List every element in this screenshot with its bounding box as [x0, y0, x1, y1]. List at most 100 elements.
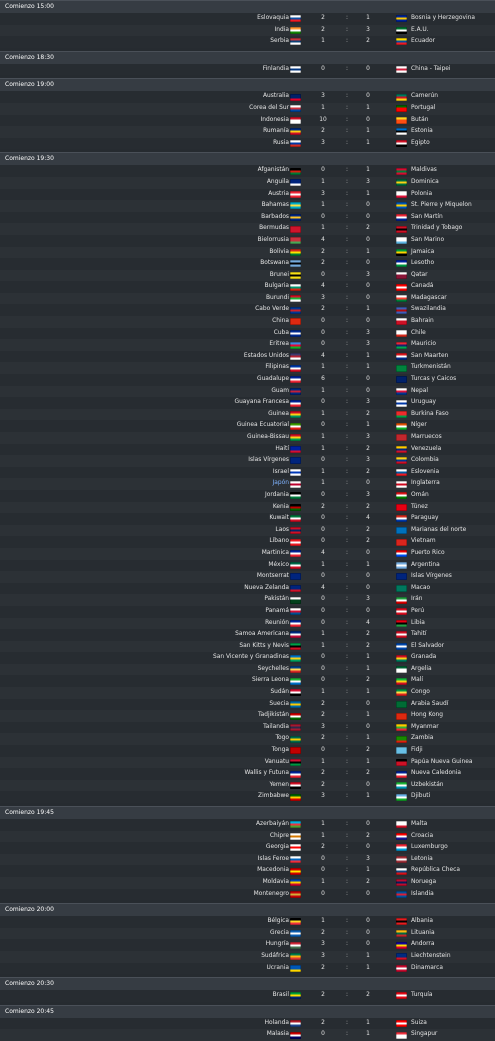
match-row[interactable]: Haití 1: 2 Venezuela — [0, 443, 495, 456]
match-row[interactable]: Rumanía 2: 1 Estonia — [0, 126, 495, 138]
home-flag-icon — [290, 515, 301, 523]
match-row[interactable]: Israel 1: 2 Eslovenia — [0, 466, 495, 479]
match-row[interactable]: Togo 2: 1 Zambia — [0, 733, 495, 746]
match-row[interactable]: Guam 1: 0 Nepal — [0, 385, 495, 398]
match-row[interactable]: Moldavia 1: 2 Noruega — [0, 876, 495, 889]
match-row[interactable]: Guayana Francesa 0: 3 Uruguay — [0, 397, 495, 409]
match-row[interactable]: Bolivia 2: 1 Jamaica — [0, 246, 495, 259]
home-flag-icon — [290, 306, 301, 314]
match-row[interactable]: Australia 3: 0 Camerún — [0, 91, 495, 103]
match-row[interactable]: Samoa Americana 1: 2 Tahití — [0, 629, 495, 641]
match-row[interactable]: Seychelles 0: 1 Argelia — [0, 663, 495, 676]
away-score: 2 — [366, 225, 370, 232]
match-row[interactable]: Islas Feroe 0: 3 Letonia — [0, 853, 495, 866]
match-row[interactable]: Vanuatu 1: 1 Papúa Nueva Guinea — [0, 756, 495, 769]
match-row[interactable]: Nueva Zelanda 4: 0 Macao — [0, 582, 495, 595]
match-row[interactable]: San Vicente y Granadinas 0: 1 Granada — [0, 652, 495, 664]
match-row[interactable]: Jordania 0: 3 Omán — [0, 489, 495, 502]
match-row[interactable]: Eslovaquia 2: 1 Bosnia y Herzegovina — [0, 13, 495, 25]
match-row[interactable]: Anguila 1: 3 Dominica — [0, 176, 495, 189]
score-separator: : — [346, 573, 348, 580]
match-row[interactable]: Filipinas 1: 1 Turkmenistán — [0, 362, 495, 375]
home-flag-icon — [290, 93, 301, 101]
match-row[interactable]: Líbano 0: 2 Vietnam — [0, 536, 495, 548]
match-row[interactable]: Brunei 0: 3 Qatar — [0, 269, 495, 282]
match-row[interactable]: Martinica 4: 0 Puerto Rico — [0, 547, 495, 560]
match-row[interactable]: Bélgica 1: 0 Albania — [0, 916, 495, 928]
match-row[interactable]: Bulgaria 4: 0 Canadá — [0, 281, 495, 293]
match-row[interactable]: Panamá 0: 0 Perú — [0, 605, 495, 618]
home-team-name: Zimbabwe — [258, 793, 289, 800]
match-row[interactable]: India 2: 3 E.A.U. — [0, 24, 495, 37]
match-row[interactable]: Guinea 1: 2 Burkina Faso — [0, 408, 495, 421]
away-team-name: Puerto Rico — [411, 549, 445, 556]
home-flag-icon — [290, 867, 301, 875]
away-team-name: San Martín — [411, 213, 443, 220]
match-row[interactable]: Grecia 2: 0 Lituania — [0, 927, 495, 940]
match-row[interactable]: Montserrat 0: 0 Islas Vírgenes — [0, 571, 495, 583]
match-row[interactable]: Azerbaiyán 1: 0 Malta — [0, 819, 495, 831]
match-row[interactable]: Serbia 1: 2 Ecuador — [0, 36, 495, 48]
match-row[interactable]: Sudáfrica 3: 1 Liechtenstein — [0, 950, 495, 963]
match-row[interactable]: Georgia 2: 0 Luxemburgo — [0, 842, 495, 854]
match-row[interactable]: Chipre 1: 2 Croacia — [0, 830, 495, 843]
match-row[interactable]: Cuba 0: 3 Chile — [0, 327, 495, 340]
match-row[interactable]: Japón 1: 0 Inglaterra — [0, 478, 495, 490]
match-row[interactable]: Indonesia 10: 0 Bután — [0, 114, 495, 127]
match-row[interactable]: Botswana 2: 0 Lesotho — [0, 258, 495, 270]
match-row[interactable]: Hungría 3: 0 Andorra — [0, 939, 495, 951]
match-row[interactable]: México 1: 1 Argentina — [0, 559, 495, 572]
match-row[interactable]: Holanda 2: 1 Suiza — [0, 1017, 495, 1030]
match-row[interactable]: Tadjikistán 2: 1 Hong Kong — [0, 710, 495, 722]
match-row[interactable]: Rusia 3: 1 Egipto — [0, 137, 495, 150]
match-row[interactable]: Sudán 1: 1 Congo — [0, 687, 495, 699]
home-score: 0 — [321, 665, 325, 672]
match-row[interactable]: Malasia 0: 1 Singapur — [0, 1029, 495, 1041]
match-row[interactable]: Guadalupe 6: 0 Turcas y Caicos — [0, 374, 495, 386]
match-row[interactable]: Sierra Leona 0: 2 Malí — [0, 675, 495, 688]
match-row[interactable]: Finlandia 0: 0 China - Taipei — [0, 63, 495, 76]
away-team-name: Eslovenia — [411, 468, 440, 475]
match-row[interactable]: Suecia 2: 0 Arabia Saudí — [0, 698, 495, 711]
match-row[interactable]: Kenia 2: 2 Túnez — [0, 501, 495, 514]
match-row[interactable]: Tailandia 3: 0 Myanmar — [0, 721, 495, 734]
home-score: 1 — [321, 561, 325, 568]
match-row[interactable]: Burundi 3: 0 Madagascar — [0, 292, 495, 305]
match-row[interactable]: Kuwait 0: 4 Paraguay — [0, 513, 495, 525]
match-row[interactable]: Bielorrusia 4: 0 San Marino — [0, 234, 495, 247]
match-row[interactable]: Austria 3: 1 Polonia — [0, 188, 495, 201]
match-row[interactable]: Macedonia 0: 1 República Checa — [0, 865, 495, 877]
match-row[interactable]: Cabo Verde 2: 1 Swazilandia — [0, 304, 495, 317]
match-row[interactable]: Pakistán 0: 3 Irán — [0, 594, 495, 606]
match-row[interactable]: Tonga 0: 2 Fidji — [0, 745, 495, 757]
match-row[interactable]: Montenegro 0: 0 Islandia — [0, 888, 495, 901]
home-score: 0 — [321, 422, 325, 429]
match-row[interactable]: Guinea-Bissau 1: 3 Marruecos — [0, 432, 495, 444]
away-team-name: Vietnam — [411, 538, 436, 545]
match-row[interactable]: Eritrea 0: 3 Mauricio — [0, 339, 495, 351]
match-row[interactable]: Guinea Ecuatorial 0: 1 Níger — [0, 420, 495, 432]
match-row[interactable]: Wallis y Futuna 2: 2 Nueva Caledonia — [0, 768, 495, 780]
match-row[interactable]: Ucrania 2: 1 Dinamarca — [0, 962, 495, 975]
match-row[interactable]: Afganistán 0: 1 Maldivas — [0, 165, 495, 177]
match-row[interactable]: Yemen 2: 0 Uzbekistán — [0, 779, 495, 792]
match-row[interactable]: Barbados 0: 0 San Martín — [0, 211, 495, 224]
away-score: 2 — [366, 642, 370, 649]
match-row[interactable]: Zimbabwe 3: 1 Djibuti — [0, 791, 495, 803]
score-separator: : — [346, 468, 348, 475]
away-score: 3 — [366, 329, 370, 336]
match-row[interactable]: Laos 0: 2 Marianas del norte — [0, 524, 495, 537]
match-row[interactable]: Corea del Sur 1: 1 Portugal — [0, 102, 495, 115]
match-row[interactable]: Estados Unidos 4: 1 San Maarten — [0, 350, 495, 363]
match-row[interactable]: China 0: 0 Bahrain — [0, 316, 495, 328]
away-score: 1 — [366, 712, 370, 719]
away-flag-icon — [396, 492, 407, 500]
home-flag-icon — [290, 712, 301, 720]
match-row[interactable]: San Kitts y Nevis 1: 2 El Salvador — [0, 640, 495, 653]
match-row[interactable]: Bermudas 1: 2 Trinidad y Tobago — [0, 223, 495, 235]
match-row[interactable]: Brasil 2: 2 Turquía — [0, 990, 495, 1002]
match-row[interactable]: Islas Vírgenes 0: 3 Colombia — [0, 455, 495, 467]
match-row[interactable]: Bahamas 1: 0 St. Pierre y Miquelon — [0, 200, 495, 212]
home-team-name[interactable]: Japón — [272, 480, 289, 487]
match-row[interactable]: Reunión 0: 4 Libia — [0, 617, 495, 630]
